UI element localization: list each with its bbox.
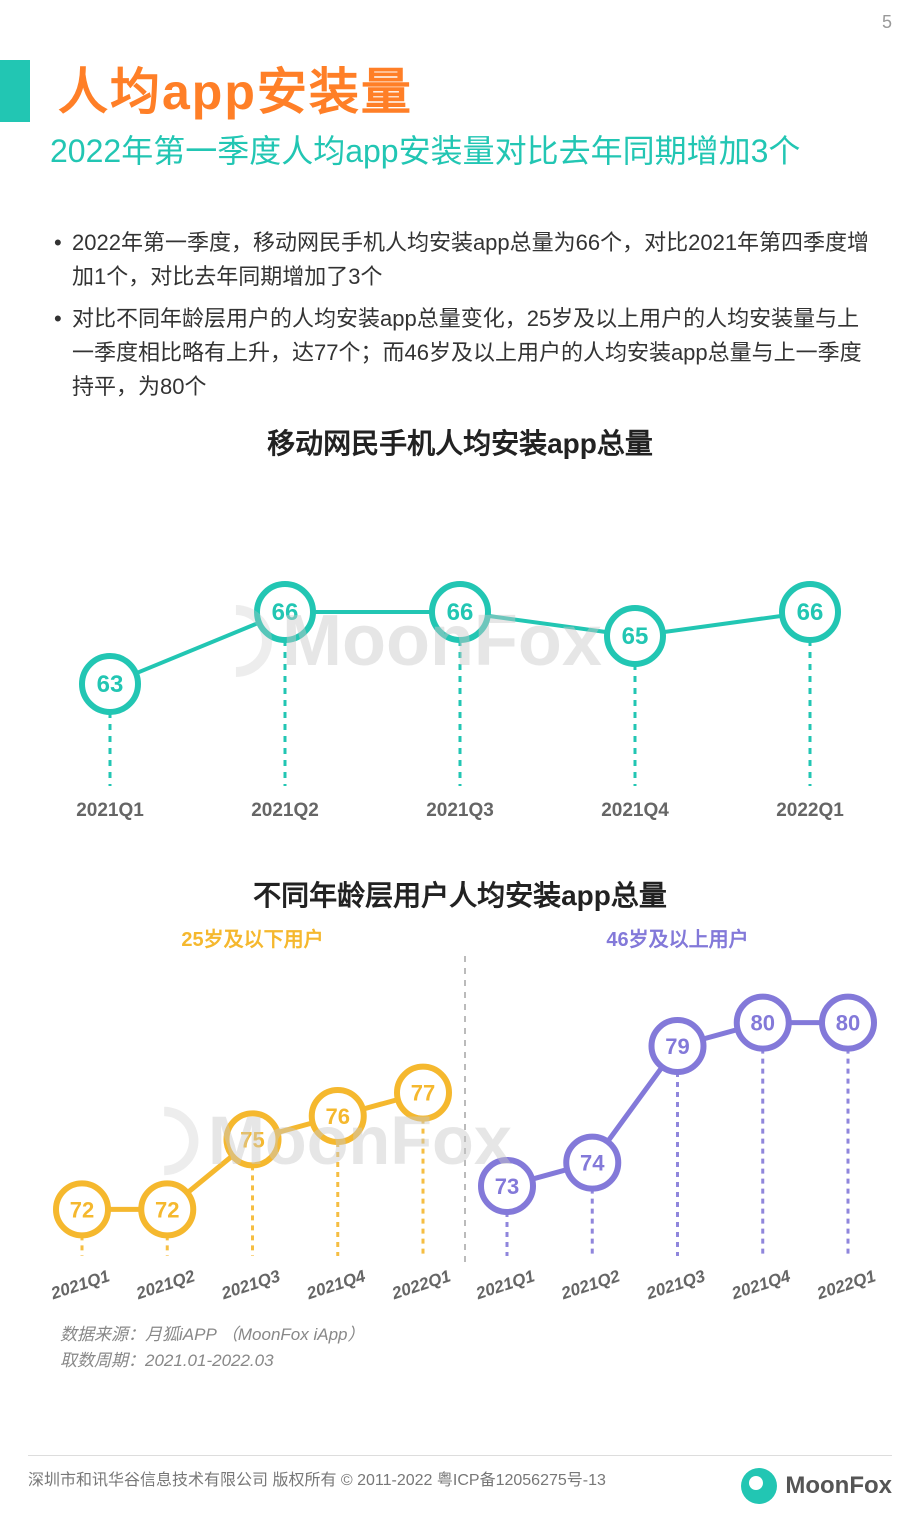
svg-text:2022Q1: 2022Q1: [389, 1266, 453, 1303]
page-title: 人均app安装量: [58, 52, 413, 124]
svg-text:80: 80: [751, 1011, 775, 1036]
svg-text:2021Q2: 2021Q2: [133, 1266, 198, 1303]
svg-text:63: 63: [97, 671, 124, 698]
svg-text:2022Q1: 2022Q1: [814, 1266, 878, 1303]
svg-text:25岁及以下用户: 25岁及以下用户: [181, 927, 323, 951]
footer-divider: [28, 1455, 892, 1456]
footer-copyright: 深圳市和讯华谷信息技术有限公司 版权所有 © 2011-2022 粤ICP备12…: [28, 1466, 606, 1490]
svg-text:80: 80: [836, 1011, 860, 1036]
svg-text:72: 72: [155, 1197, 179, 1222]
svg-text:66: 66: [797, 599, 824, 626]
data-source-note: 数据来源：月狐iAPP （MoonFox iApp） 取数周期：2021.01-…: [60, 1322, 365, 1373]
moonfox-logo-text: MoonFox: [785, 1472, 892, 1500]
svg-text:2021Q1: 2021Q1: [48, 1266, 112, 1303]
svg-text:2021Q1: 2021Q1: [473, 1266, 537, 1303]
svg-text:2021Q2: 2021Q2: [251, 800, 319, 821]
svg-text:2022Q1: 2022Q1: [776, 800, 844, 821]
svg-text:77: 77: [411, 1081, 435, 1106]
bullet-list: 2022年第一季度，移动网民手机人均安装app总量为66个，对比2021年第四季…: [50, 226, 880, 412]
bullet-item: 对比不同年龄层用户的人均安装app总量变化，25岁及以上用户的人均安装量与上一季…: [50, 302, 880, 404]
svg-text:73: 73: [495, 1174, 519, 1199]
moonfox-logo-icon: [741, 1468, 777, 1504]
svg-text:79: 79: [665, 1034, 689, 1059]
svg-text:2021Q4: 2021Q4: [303, 1266, 368, 1303]
title-accent-bar: [0, 60, 30, 122]
svg-text:72: 72: [70, 1197, 94, 1222]
chart2-title: 不同年龄层用户人均安装app总量: [0, 874, 920, 914]
data-source-line: 取数周期：2021.01-2022.03: [60, 1348, 365, 1374]
svg-text:76: 76: [326, 1104, 350, 1129]
svg-text:2021Q1: 2021Q1: [76, 800, 144, 821]
svg-text:2021Q4: 2021Q4: [728, 1266, 793, 1303]
page-number: 5: [882, 12, 892, 33]
svg-text:2021Q2: 2021Q2: [558, 1266, 623, 1303]
page-subtitle: 2022年第一季度人均app安装量对比去年同期增加3个: [50, 130, 870, 173]
footer-logo: MoonFox: [741, 1468, 892, 1504]
svg-text:46岁及以上用户: 46岁及以上用户: [606, 927, 748, 951]
svg-text:66: 66: [447, 599, 474, 626]
svg-text:2021Q3: 2021Q3: [643, 1266, 708, 1303]
svg-text:2021Q3: 2021Q3: [218, 1266, 283, 1303]
svg-text:66: 66: [272, 599, 299, 626]
svg-text:2021Q4: 2021Q4: [601, 800, 669, 821]
chart1-title: 移动网民手机人均安装app总量: [0, 422, 920, 462]
svg-text:74: 74: [580, 1151, 605, 1176]
bullet-item: 2022年第一季度，移动网民手机人均安装app总量为66个，对比2021年第四季…: [50, 226, 880, 294]
svg-text:2021Q3: 2021Q3: [426, 800, 494, 821]
svg-text:75: 75: [240, 1127, 264, 1152]
data-source-line: 数据来源：月狐iAPP （MoonFox iApp）: [60, 1322, 365, 1348]
chart1-svg: 63 66 66 65 66 2021Q1 2021Q2 2021Q3 2021Q4 2022Q1: [70, 466, 850, 836]
chart2-svg: 72 72 75 76 77 2021Q1 2021Q2 2021Q3 2021Q4 2022Q1…: [46, 916, 884, 1316]
svg-text:65: 65: [622, 623, 649, 650]
